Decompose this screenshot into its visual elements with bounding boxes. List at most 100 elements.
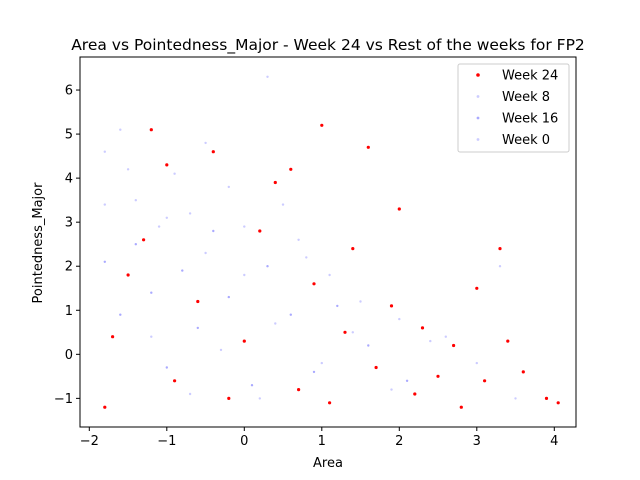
point-week-24-34: [544, 396, 549, 400]
point-week-16-6: [196, 326, 199, 330]
point-week-0-11: [320, 361, 323, 365]
point-week-16-9: [250, 384, 254, 387]
legend-marker: [476, 138, 480, 141]
y-tick-label: 3: [65, 216, 73, 231]
point-week-16-5: [181, 269, 184, 272]
point-week-16-2: [134, 243, 137, 246]
x-tick-label: 4: [550, 434, 558, 449]
point-week-24-21: [374, 365, 378, 370]
point-week-24-9: [227, 396, 231, 400]
point-week-16-4: [165, 366, 168, 369]
y-tick-label: 4: [65, 172, 73, 187]
point-week-0-15: [514, 397, 517, 400]
point-week-24-18: [343, 330, 347, 334]
point-week-24-13: [289, 167, 293, 171]
x-tick-label: 1: [318, 434, 326, 449]
point-week-16-13: [336, 304, 339, 308]
point-week-24-7: [196, 299, 200, 304]
x-tick-label: −1: [157, 434, 176, 449]
point-week-8-15: [444, 335, 447, 338]
point-week-8-16: [475, 361, 478, 365]
x-tick-label: 2: [395, 434, 403, 449]
y-tick-label: 0: [65, 348, 73, 363]
chart-title: Area vs Pointedness_Major - Week 24 vs R…: [71, 36, 585, 55]
point-week-24-27: [452, 343, 456, 348]
point-week-16-8: [227, 295, 230, 299]
point-week-24-35: [556, 401, 560, 405]
legend-marker: [476, 116, 480, 120]
point-week-24-19: [351, 247, 355, 251]
y-tick-label: 1: [65, 304, 73, 319]
point-week-24-24: [413, 392, 417, 396]
x-tick-label: −2: [80, 434, 99, 449]
point-week-24-16: [320, 123, 324, 127]
point-week-16-0: [103, 260, 107, 263]
legend-box: [457, 63, 570, 153]
point-week-24-14: [297, 388, 301, 392]
point-week-0-7: [243, 273, 246, 277]
y-tick-label: 2: [65, 260, 73, 275]
point-week-24-1: [111, 335, 115, 339]
point-week-0-0: [103, 203, 107, 206]
point-week-24-33: [521, 370, 525, 374]
point-week-24-3: [142, 238, 146, 242]
point-week-16-15: [405, 379, 409, 382]
y-tick-label: 6: [65, 84, 73, 99]
point-week-24-2: [126, 273, 130, 277]
legend-label: Week 24: [502, 69, 558, 84]
point-week-24-29: [475, 286, 479, 290]
point-week-24-30: [483, 379, 487, 383]
point-week-0-2: [150, 335, 153, 338]
point-week-24-6: [173, 379, 177, 383]
point-week-0-14: [429, 339, 432, 343]
legend-label: Week 8: [502, 90, 550, 105]
plot-frame: [79, 56, 577, 428]
point-week-0-5: [204, 251, 207, 255]
legend-marker: [476, 73, 480, 77]
point-week-8-9: [266, 75, 269, 79]
point-week-24-0: [103, 405, 107, 409]
point-week-8-3: [157, 225, 161, 228]
point-week-16-14: [367, 344, 370, 347]
point-week-0-10: [297, 238, 300, 241]
point-week-8-12: [328, 273, 331, 277]
legend: Week 24 Week 8 Week 16 Week 0: [457, 63, 570, 153]
point-week-8-6: [204, 141, 207, 145]
point-week-16-1: [119, 313, 122, 316]
point-week-0-1: [126, 168, 130, 171]
legend-marker: [476, 95, 480, 98]
point-week-16-7: [212, 229, 215, 233]
point-week-24-22: [389, 304, 394, 308]
point-week-24-31: [498, 247, 502, 251]
point-week-16-3: [150, 291, 153, 294]
points-layer: [103, 75, 560, 409]
point-week-24-4: [149, 128, 153, 132]
point-week-16-11: [289, 313, 292, 316]
point-week-24-11: [258, 229, 262, 233]
point-week-0-3: [165, 216, 168, 219]
point-week-24-15: [312, 282, 316, 286]
x-tick-label: 0: [240, 434, 248, 449]
point-week-0-6: [219, 348, 223, 352]
point-week-24-25: [420, 326, 425, 330]
point-week-24-8: [211, 150, 215, 154]
point-week-0-4: [188, 392, 192, 396]
point-week-16-10: [266, 265, 269, 268]
point-week-8-1: [119, 128, 122, 131]
point-week-8-11: [305, 256, 308, 259]
point-week-16-12: [312, 370, 316, 374]
point-week-0-13: [390, 388, 393, 391]
point-week-0-9: [274, 322, 277, 325]
point-week-24-5: [165, 163, 169, 167]
point-week-8-14: [398, 317, 401, 321]
x-axis-ticks: −2 −1 0 1 2 3 4: [80, 427, 558, 449]
point-week-0-8: [258, 397, 261, 400]
point-week-24-12: [273, 180, 277, 185]
point-week-24-26: [436, 374, 440, 378]
legend-label: Week 0: [502, 133, 550, 148]
point-week-0-12: [351, 331, 354, 334]
point-week-8-8: [243, 225, 246, 228]
point-week-24-28: [459, 405, 463, 409]
x-tick-label: 3: [473, 434, 481, 449]
